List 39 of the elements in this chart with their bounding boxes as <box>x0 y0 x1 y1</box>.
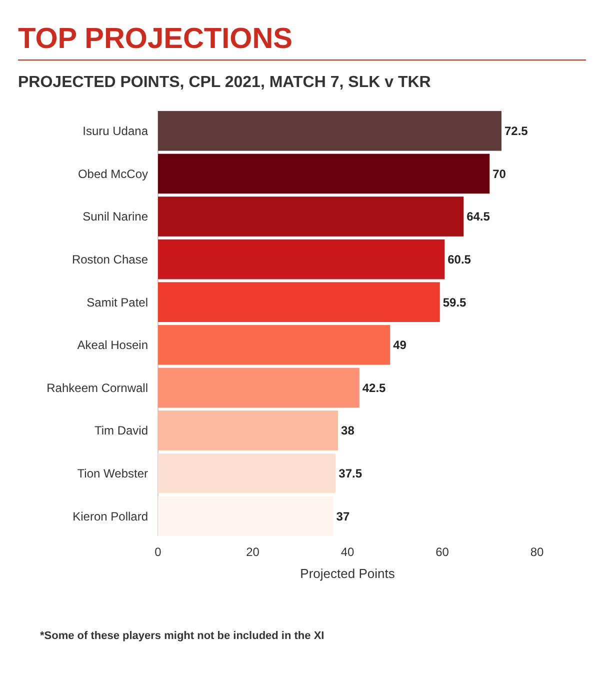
text: *Some of these players might not be included in the XI <box>40 630 324 642</box>
data-label: 59.5 <box>442 295 467 310</box>
y-tick-label: Samit Patel <box>86 295 148 310</box>
x-axis-title: Projected Points <box>300 566 396 581</box>
chart-title: TOP PROJECTIONS <box>18 23 292 55</box>
y-tick-label: Roston Chase <box>72 252 148 266</box>
data-label: 42.5 <box>362 380 386 395</box>
x-tick-label: 40 <box>340 545 354 559</box>
bar <box>158 282 440 322</box>
bar <box>158 154 490 194</box>
y-tick-label: Akeal Hosein <box>77 338 148 352</box>
y-tick-label: Isuru Udana <box>82 124 148 138</box>
bar <box>158 196 464 236</box>
y-tick-label: Sunil Narine <box>82 210 148 224</box>
data-label: 38 <box>341 424 355 438</box>
bar <box>158 496 334 536</box>
y-tick-label: Tion Webster <box>77 466 148 480</box>
y-tick-label: Kieron Pollard <box>72 509 148 524</box>
bar <box>158 325 390 365</box>
y-tick-label: Obed McCoy <box>78 166 148 181</box>
x-tick-label: 60 <box>436 545 450 559</box>
y-tick-label: Rahkeem Cornwall <box>46 380 148 395</box>
data-label: 60.5 <box>448 252 472 266</box>
x-tick-label: 20 <box>246 545 260 559</box>
data-label: 37.5 <box>338 466 362 480</box>
bar <box>158 410 338 450</box>
bar <box>158 453 336 494</box>
data-label: 49 <box>393 338 407 352</box>
chart-subtitle: PROJECTED POINTS, CPL 2021, MATCH 7, SLK v TKR <box>18 74 432 91</box>
x-tick-label: 0 <box>154 545 162 559</box>
data-label: 37 <box>336 509 350 524</box>
bar <box>158 239 445 280</box>
data-label: 70 <box>492 166 506 181</box>
y-tick-label: Tim David <box>94 424 148 438</box>
data-label: 72.5 <box>504 124 528 138</box>
data-label: 64.5 <box>466 210 490 224</box>
bar <box>158 368 360 408</box>
bar <box>158 111 502 151</box>
x-tick-label: 80 <box>530 545 544 559</box>
